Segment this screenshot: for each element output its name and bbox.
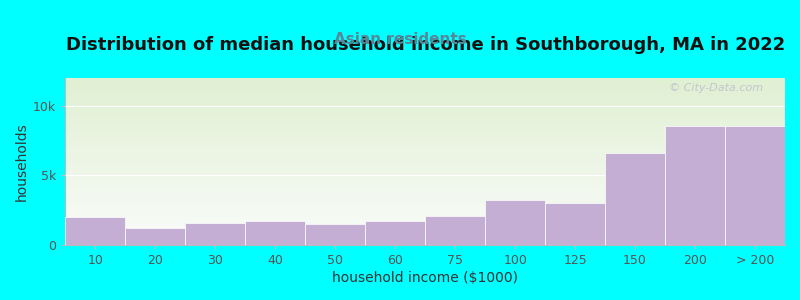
Bar	[66, 217, 126, 245]
Text: Asian residents: Asian residents	[334, 32, 466, 46]
Text: © City-Data.com: © City-Data.com	[670, 83, 763, 93]
Bar	[186, 223, 246, 245]
Title: Distribution of median household income in Southborough, MA in 2022: Distribution of median household income …	[66, 36, 785, 54]
Bar	[126, 228, 186, 245]
Bar	[725, 127, 785, 245]
Bar	[605, 153, 665, 245]
Bar	[485, 200, 545, 245]
Bar	[246, 221, 306, 245]
Bar	[425, 216, 485, 245]
Bar	[306, 224, 365, 245]
X-axis label: household income ($1000): household income ($1000)	[332, 271, 518, 285]
Bar	[665, 127, 725, 245]
Bar	[545, 203, 605, 245]
Y-axis label: households: households	[15, 122, 29, 201]
Bar	[365, 221, 425, 245]
